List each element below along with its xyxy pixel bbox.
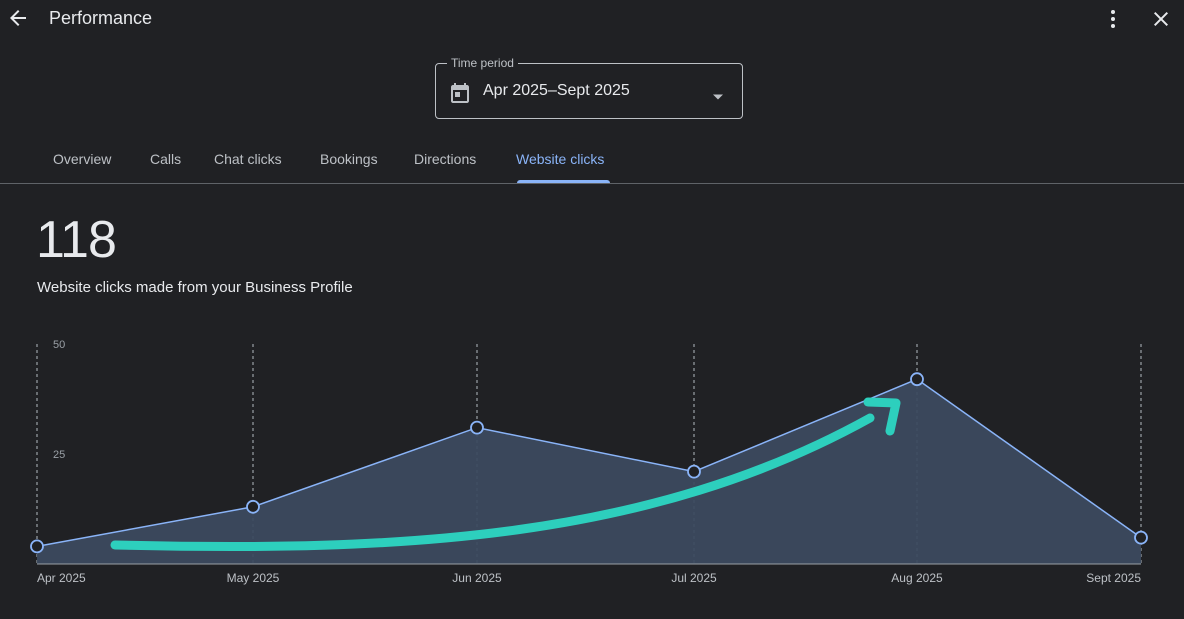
close-button[interactable] bbox=[1148, 6, 1174, 32]
x-tick-label-2: Jun 2025 bbox=[452, 571, 502, 585]
data-point-2 bbox=[470, 420, 484, 435]
dropdown-arrow-icon bbox=[712, 88, 724, 106]
back-button[interactable] bbox=[4, 4, 32, 32]
active-tab-indicator bbox=[517, 180, 610, 183]
arrow-back-icon bbox=[10, 10, 26, 26]
y-tick-label-25: 25 bbox=[53, 449, 65, 461]
data-point-4 bbox=[910, 372, 924, 387]
tab-website-clicks[interactable]: Website clicks bbox=[516, 151, 605, 167]
time-period-label: Time period bbox=[447, 56, 518, 70]
x-tick-label-5: Sept 2025 bbox=[1086, 571, 1141, 585]
top-bar: Performance bbox=[0, 0, 1184, 40]
tab-bar: Overview Calls Chat clicks Bookings Dire… bbox=[0, 140, 1184, 184]
annotation-arrow-icon bbox=[110, 413, 875, 552]
annotation-arrowhead-icon bbox=[863, 397, 901, 436]
y-tick-label-50: 50 bbox=[53, 339, 65, 351]
tab-bookings[interactable]: Bookings bbox=[320, 151, 378, 167]
time-period-value: Apr 2025–Sept 2025 bbox=[483, 82, 630, 99]
chart-area bbox=[37, 379, 1141, 564]
x-tick-label-0: Apr 2025 bbox=[37, 571, 86, 585]
data-point-5 bbox=[1134, 530, 1148, 545]
tab-calls[interactable]: Calls bbox=[150, 151, 182, 167]
calendar-icon bbox=[448, 81, 472, 110]
x-tick-label-4: Aug 2025 bbox=[891, 571, 943, 585]
x-tick-label-1: May 2025 bbox=[227, 571, 280, 585]
data-point-3 bbox=[687, 464, 701, 479]
x-tick-label-3: Jul 2025 bbox=[671, 571, 717, 585]
data-point-0 bbox=[30, 539, 44, 554]
website-clicks-chart: 25 50 Apr 2025 May 2025 Jun 2025 Jul 2025 Aug … bbox=[0, 320, 1184, 614]
metric-value: 118 bbox=[36, 211, 117, 269]
page-title: Performance bbox=[49, 8, 153, 28]
tab-overview[interactable]: Overview bbox=[53, 151, 112, 167]
tab-directions[interactable]: Directions bbox=[414, 151, 477, 167]
series-line bbox=[36, 378, 1142, 548]
close-icon bbox=[1154, 12, 1168, 26]
tab-chat-clicks[interactable]: Chat clicks bbox=[214, 151, 282, 167]
time-period-select[interactable]: Time period Apr 2025–Sept 2025 bbox=[435, 56, 743, 119]
more-vertical-icon bbox=[1111, 10, 1115, 28]
data-point-1 bbox=[246, 499, 260, 514]
metric-description: Website clicks made from your Business P… bbox=[37, 279, 353, 296]
more-options-button[interactable] bbox=[1101, 6, 1125, 32]
